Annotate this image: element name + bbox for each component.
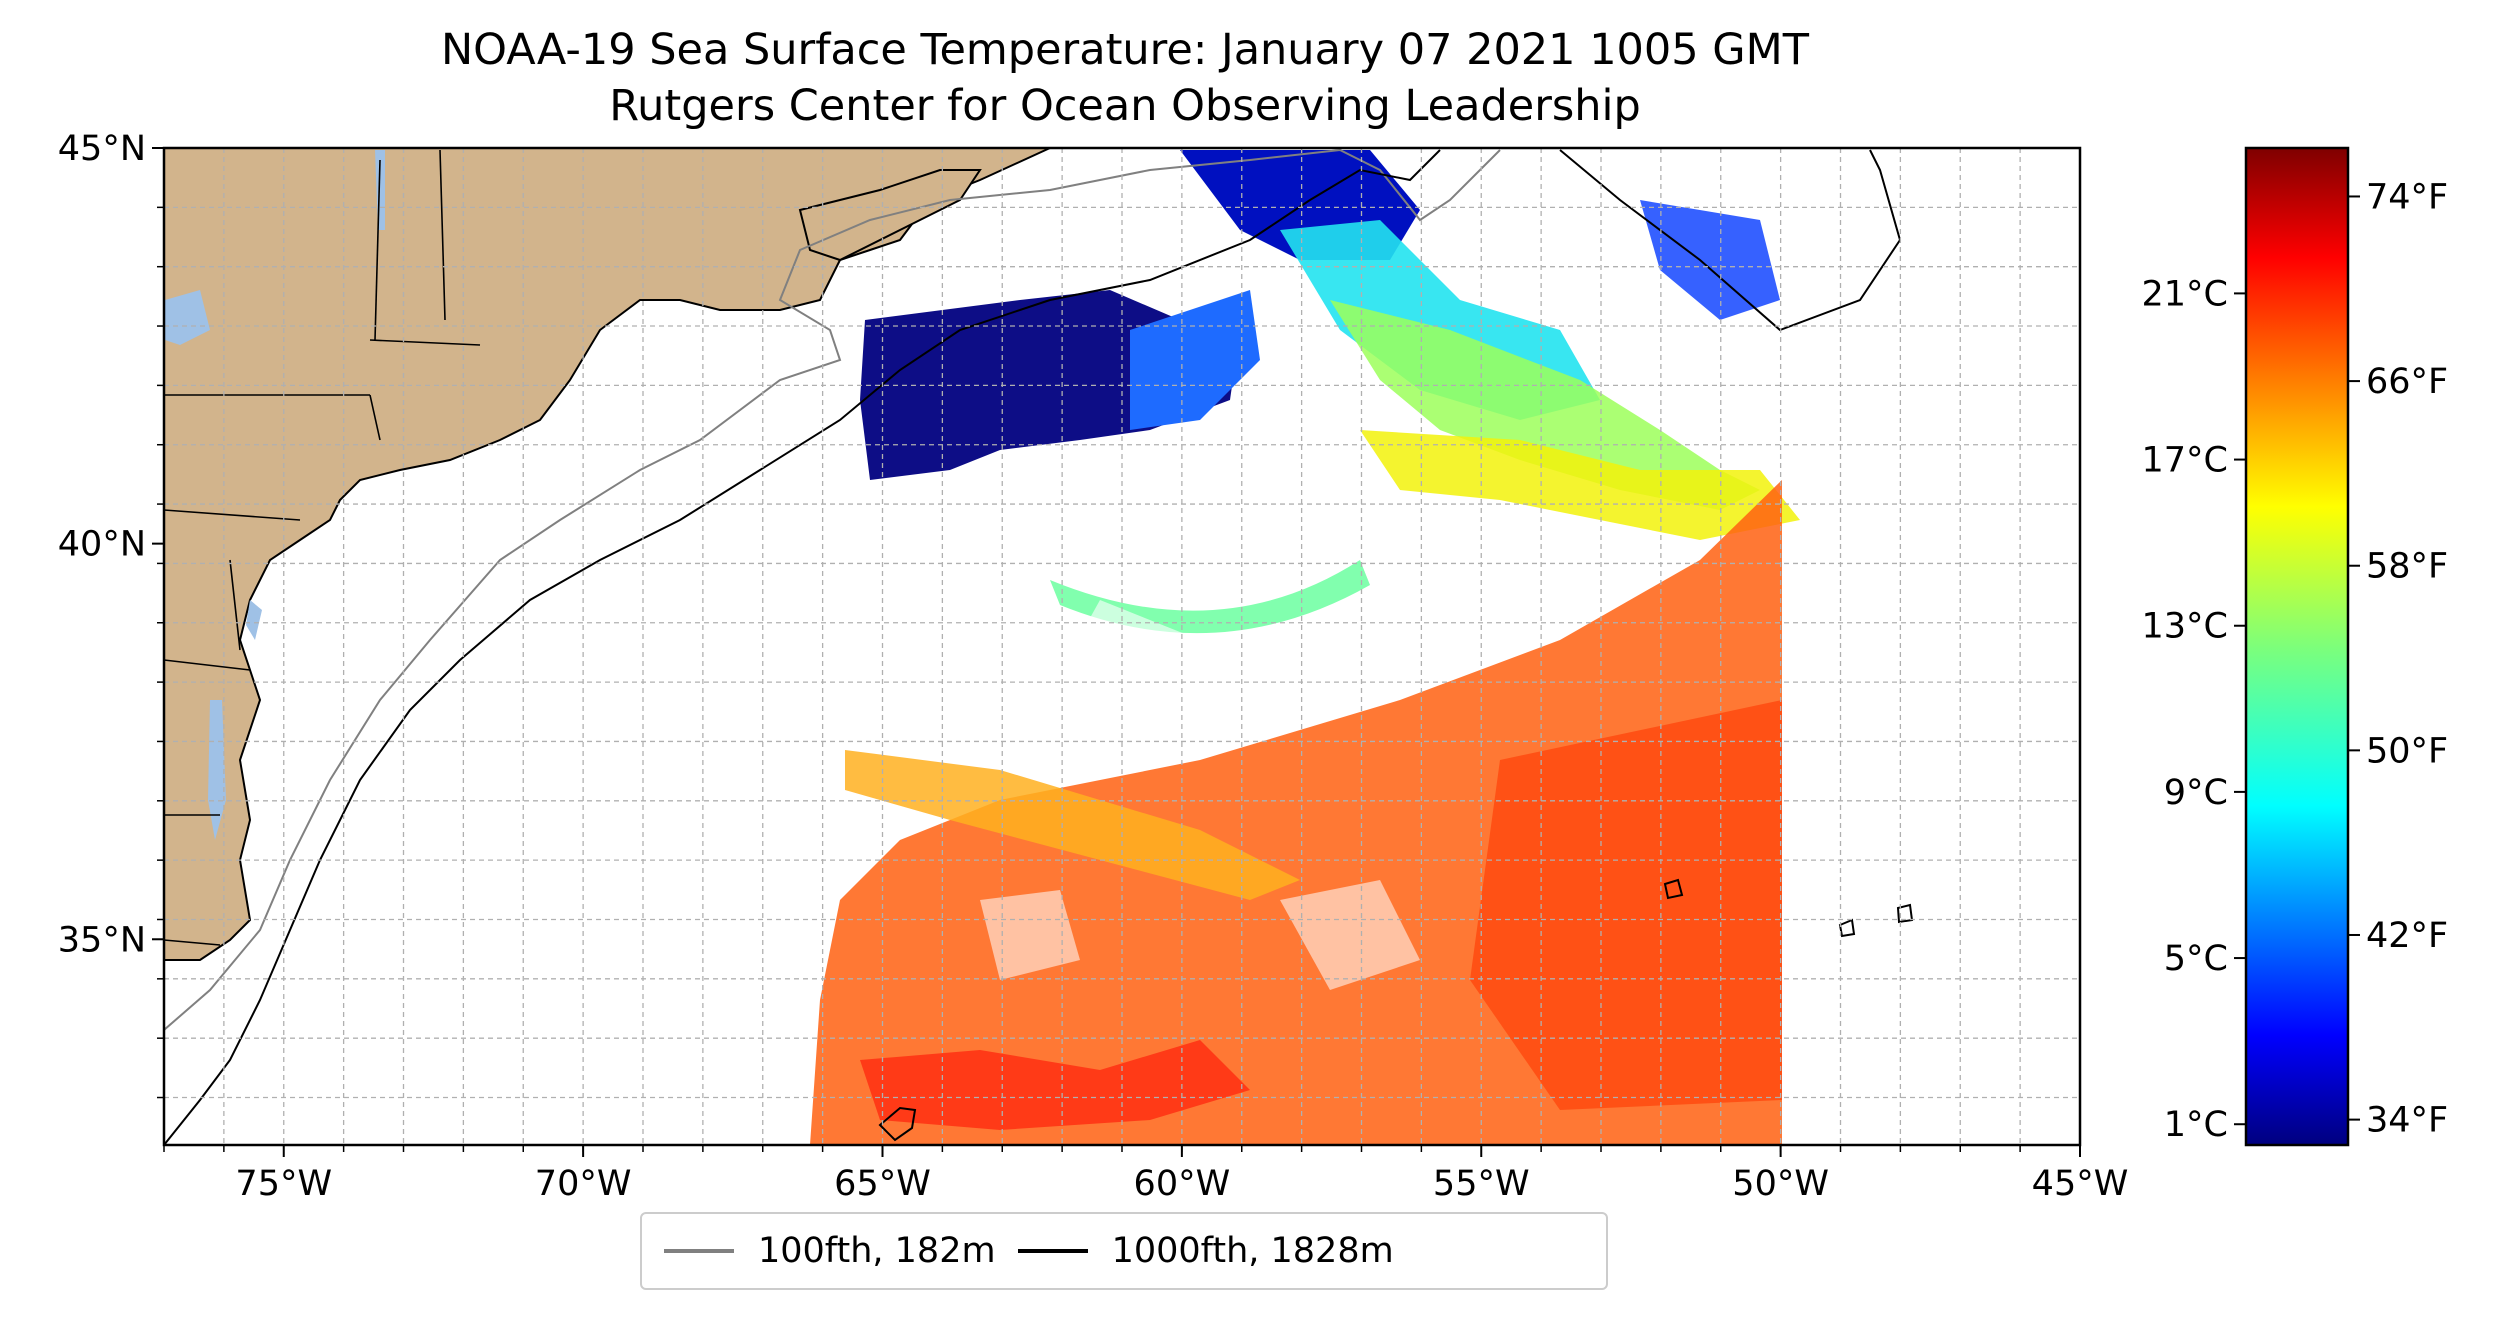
contour-seamount-1: [878, 1106, 917, 1142]
contour-100fth: [164, 148, 1501, 1031]
fahrenheit-tick-label: 34°F: [2366, 1101, 2448, 1141]
lon-tick-label: 60°W: [1134, 1164, 1231, 1204]
celsius-tick-label: 5°C: [2164, 939, 2228, 979]
lon-tick-label: 50°W: [1732, 1164, 1829, 1204]
lon-tick-label: 45°W: [2032, 1164, 2129, 1204]
contour-seamount-3: [1838, 918, 1856, 938]
legend-entry-1000fth: 1000fth, 1828m: [996, 1231, 1394, 1271]
fahrenheit-tick-label: 58°F: [2366, 547, 2448, 587]
celsius-tick-label: 21°C: [2142, 274, 2228, 314]
legend-line-1000fth: [1017, 1249, 1088, 1253]
lat-tick-label: 40°N: [58, 525, 146, 565]
map-plot-area: [164, 148, 2080, 1145]
sst-north-patch: [1640, 200, 1780, 320]
map-gridlines: [164, 148, 2080, 1145]
cloud-gap-2: [1280, 880, 1420, 990]
lake-1: [375, 150, 385, 230]
map-legend: 100fth, 182m 1000fth, 1828m: [640, 1212, 1608, 1290]
fahrenheit-tick-label: 50°F: [2366, 731, 2448, 771]
lon-tick-label: 55°W: [1433, 1164, 1530, 1204]
sst-blue-patch: [1130, 290, 1260, 430]
cloud-gap-3: [980, 890, 1080, 980]
lake-2: [165, 290, 210, 345]
bay-delaware: [246, 600, 262, 640]
colorbar: [2244, 146, 2350, 1147]
legend-line-100fth: [664, 1249, 734, 1253]
map-axes: 75°W 70°W 65°W 60°W 55°W 50°W 45°W 45°N 40°N 35°N: [58, 129, 2129, 1204]
lat-tick-label: 35°N: [58, 920, 146, 960]
state-borders: [164, 149, 481, 946]
fahrenheit-tick-label: 74°F: [2366, 177, 2448, 217]
map-title: NOAA-19 Sea Surface Temperature: January…: [441, 25, 1809, 75]
celsius-tick-label: 1°C: [2164, 1105, 2228, 1145]
sst-red-patches: [860, 1040, 1250, 1130]
celsius-tick-label: 13°C: [2142, 607, 2228, 647]
sst-data-layer: [810, 150, 1800, 1145]
fahrenheit-tick-label: 42°F: [2366, 916, 2448, 956]
map-subtitle: Rutgers Center for Ocean Observing Leade…: [609, 81, 1641, 131]
sst-warm-patches: [1470, 700, 1782, 1110]
colorbar-ticks: 1°C 5°C 9°C 13°C 17°C 21°C 34°F 42°F 50°F 58°F 66°…: [2142, 177, 2449, 1145]
bay-chesapeake: [208, 700, 226, 840]
fahrenheit-tick-label: 66°F: [2366, 362, 2448, 402]
contour-1000fth: [164, 149, 1902, 1145]
lon-tick-label: 75°W: [235, 1164, 332, 1204]
celsius-tick-label: 17°C: [2142, 441, 2228, 481]
sst-yellow-band: [1360, 430, 1800, 540]
contour-seamount-2: [1663, 878, 1684, 900]
lon-tick-label: 70°W: [535, 1164, 632, 1204]
cloud-gap: [1050, 600, 1250, 740]
legend-entry-100fth: 100fth, 182m: [642, 1231, 996, 1271]
land-mainland: [164, 148, 1051, 961]
sst-green-band: [1330, 300, 1760, 510]
lon-tick-label: 65°W: [834, 1164, 931, 1204]
legend-label-1000fth: 1000fth, 1828m: [1111, 1231, 1394, 1271]
sst-yellow-front: [845, 750, 1300, 900]
legend-label-100fth: 100fth, 182m: [758, 1231, 996, 1271]
lat-tick-label: 45°N: [58, 129, 146, 169]
celsius-tick-label: 9°C: [2164, 773, 2228, 813]
